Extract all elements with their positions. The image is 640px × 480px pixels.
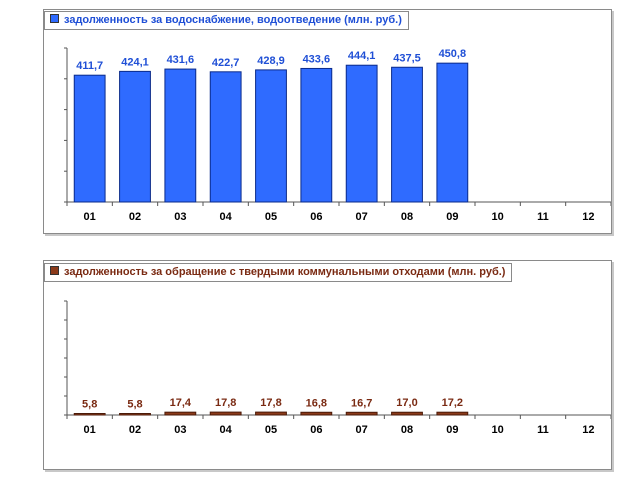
x-tick-label: 06 (310, 424, 322, 436)
data-label: 16,8 (306, 397, 327, 409)
x-tick-label: 10 (492, 211, 504, 223)
x-tick-label: 02 (129, 424, 141, 436)
x-tick-label: 05 (265, 424, 277, 436)
bar (391, 411, 423, 416)
data-label: 444,1 (348, 50, 376, 62)
x-tick-label: 08 (401, 424, 413, 436)
legend-waste: задолженность за обращение с твердыми ко… (44, 263, 513, 282)
data-label: 411,7 (76, 60, 103, 72)
x-tick-label: 03 (174, 424, 186, 436)
bar (119, 70, 151, 203)
data-label: 437,5 (393, 52, 421, 64)
data-label: 17,8 (260, 397, 281, 409)
bar (436, 411, 469, 416)
x-tick-label: 11 (537, 211, 549, 223)
x-tick-label: 09 (446, 211, 458, 223)
data-label: 5,8 (127, 399, 142, 411)
data-label: 433,6 (303, 53, 331, 65)
chart-panel-waste: 01 5,8 02 5,8 03 17,4 04 17,8 05 17,8 06 16,8 07 16,7… (43, 260, 612, 470)
data-label: 431,6 (167, 54, 195, 66)
legend-swatch-icon (50, 14, 59, 23)
x-tick-label: 01 (84, 211, 96, 223)
bar (209, 71, 242, 203)
bar (436, 62, 469, 203)
legend-label: задолженность за обращение с твердыми ко… (64, 266, 506, 278)
x-tick-label: 05 (265, 211, 277, 223)
data-label: 16,7 (351, 397, 372, 409)
bar (391, 66, 423, 203)
water-debt-chart: 01 411,7 02 424,1 03 431,6 04 422,7 05 428,9 06 433… (64, 47, 611, 223)
x-tick-label: 04 (220, 211, 233, 223)
legend-label: задолженность за водоснабжение, водоотве… (64, 14, 402, 26)
x-tick-label: 12 (582, 424, 594, 436)
data-label: 17,8 (215, 397, 236, 409)
bar (300, 67, 333, 203)
bar (73, 413, 106, 416)
x-tick-label: 09 (446, 424, 458, 436)
bar (255, 411, 287, 416)
x-tick-label: 07 (356, 424, 368, 436)
data-label: 5,8 (82, 399, 97, 411)
data-label: 17,2 (442, 397, 463, 409)
data-label: 17,4 (170, 397, 192, 409)
x-tick-label: 03 (174, 211, 186, 223)
bar (164, 411, 197, 416)
x-tick-label: 12 (582, 211, 594, 223)
data-label: 422,7 (212, 57, 240, 69)
data-label: 428,9 (257, 55, 285, 67)
x-tick-label: 01 (84, 424, 96, 436)
x-tick-label: 07 (356, 211, 368, 223)
bar (164, 68, 197, 203)
data-label: 450,8 (439, 48, 467, 60)
bar (345, 64, 378, 203)
x-tick-label: 08 (401, 211, 413, 223)
waste-debt-chart: 01 5,8 02 5,8 03 17,4 04 17,8 05 17,8 06 16,8 07 16,7… (64, 300, 611, 436)
x-tick-label: 10 (492, 424, 504, 436)
bar (119, 413, 151, 416)
data-label: 17,0 (396, 397, 417, 409)
x-tick-label: 06 (310, 211, 322, 223)
data-label: 424,1 (121, 56, 149, 68)
bar (255, 69, 287, 203)
x-tick-label: 11 (537, 424, 549, 436)
bar (345, 411, 378, 416)
x-tick-label: 04 (220, 424, 233, 436)
x-tick-label: 02 (129, 211, 141, 223)
legend-water: задолженность за водоснабжение, водоотве… (44, 11, 409, 30)
chart-panel-water: 01 411,7 02 424,1 03 431,6 04 422,7 05 428,9 06 433… (43, 9, 612, 234)
bar (73, 74, 106, 203)
bar (209, 411, 242, 416)
bar (300, 411, 333, 416)
legend-swatch-icon (50, 266, 59, 275)
